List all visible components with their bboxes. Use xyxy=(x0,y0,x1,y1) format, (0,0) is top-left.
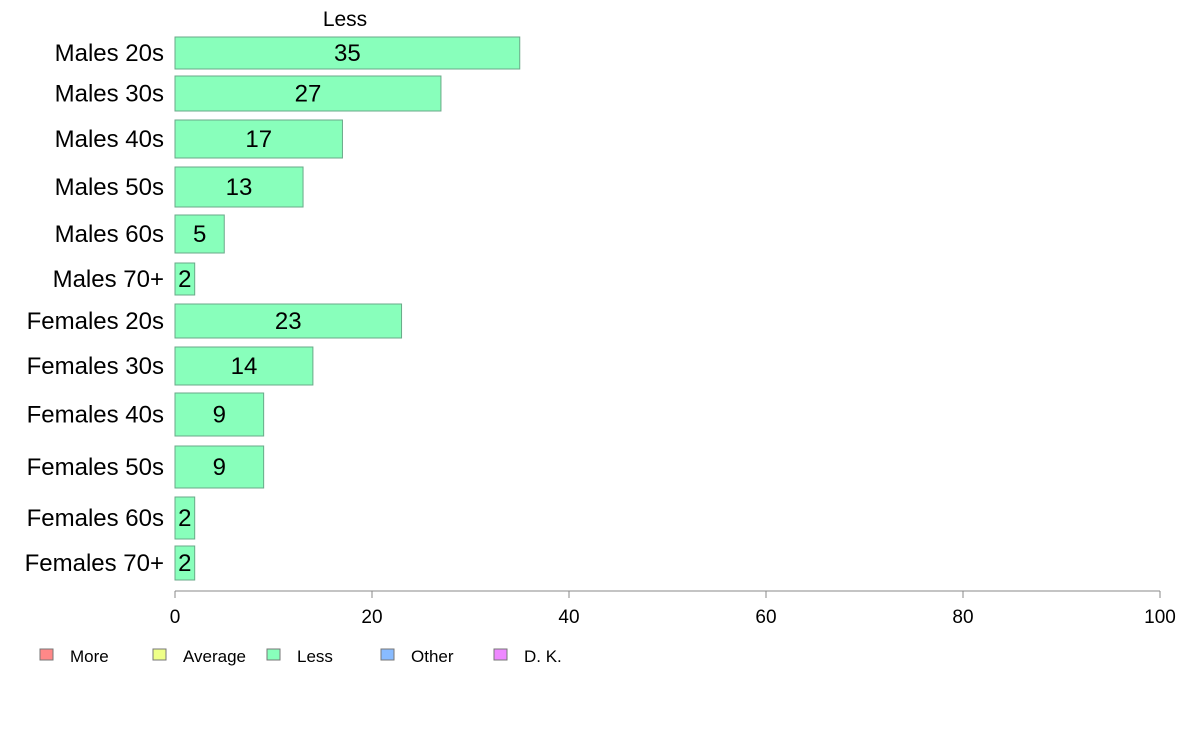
bar-value-label-1: 27 xyxy=(295,81,322,108)
chart-title: Less xyxy=(323,8,367,31)
category-label-6: Females 20s xyxy=(27,308,164,335)
bar-value-label-0: 35 xyxy=(334,40,361,67)
bar-5 xyxy=(174,262,196,296)
category-label-10: Females 60s xyxy=(27,505,164,532)
legend-label-1: Average xyxy=(183,647,246,666)
bar-2 xyxy=(174,119,343,159)
legend-swatch-0 xyxy=(39,648,54,661)
bar-9 xyxy=(174,445,265,489)
category-label-11: Females 70+ xyxy=(25,550,164,577)
bar-11 xyxy=(174,545,196,581)
category-label-5: Males 70+ xyxy=(53,266,164,293)
bar-value-label-3: 13 xyxy=(226,174,253,201)
bar-value-label-2: 17 xyxy=(245,126,272,153)
bar-8 xyxy=(174,392,265,437)
legend-swatch-3 xyxy=(380,648,395,661)
x-tick-label-5: 100 xyxy=(1144,607,1176,628)
bar-value-label-6: 23 xyxy=(275,308,302,335)
category-label-3: Males 50s xyxy=(55,174,164,201)
x-tick-label-2: 40 xyxy=(558,607,579,628)
legend-swatch-2 xyxy=(266,648,281,661)
bar-10 xyxy=(174,496,196,540)
bar-4 xyxy=(174,214,225,254)
category-label-1: Males 30s xyxy=(55,81,164,108)
bar-value-label-10: 2 xyxy=(178,505,191,532)
bar-value-label-4: 5 xyxy=(193,221,206,248)
x-tick-label-1: 20 xyxy=(361,607,382,628)
x-tick-label-0: 0 xyxy=(170,607,181,628)
bar-1 xyxy=(174,75,442,112)
category-label-7: Females 30s xyxy=(27,353,164,380)
legend-label-3: Other xyxy=(411,647,454,666)
bar-value-label-7: 14 xyxy=(231,353,258,380)
legend-label-0: More xyxy=(70,647,109,666)
bars-group xyxy=(174,36,521,581)
bar-value-label-11: 2 xyxy=(178,550,191,577)
bar-value-label-5: 2 xyxy=(178,266,191,293)
bar-value-label-9: 9 xyxy=(213,454,226,481)
category-label-0: Males 20s xyxy=(55,40,164,67)
category-labels: Males 20s Males 30s Males 40s Males 50s Male… xyxy=(25,40,164,577)
category-label-2: Males 40s xyxy=(55,126,164,153)
category-label-4: Males 60s xyxy=(55,221,164,248)
bar-7 xyxy=(174,346,314,386)
category-label-8: Females 40s xyxy=(27,402,164,429)
legend-label-2: Less xyxy=(297,647,333,666)
legend-swatch-1 xyxy=(152,648,167,661)
x-tick-label-4: 80 xyxy=(952,607,973,628)
x-tick-label-3: 60 xyxy=(755,607,776,628)
legend: More Average Less Other D. K. xyxy=(39,647,562,666)
x-axis: 0 20 40 60 80 100 xyxy=(170,590,1176,628)
legend-swatch-4 xyxy=(493,648,508,661)
category-label-9: Females 50s xyxy=(27,454,164,481)
bar-value-label-8: 9 xyxy=(213,402,226,429)
bar-3 xyxy=(174,166,304,208)
bar-0 xyxy=(174,36,521,70)
bar-6 xyxy=(174,303,403,339)
legend-label-4: D. K. xyxy=(524,647,562,666)
